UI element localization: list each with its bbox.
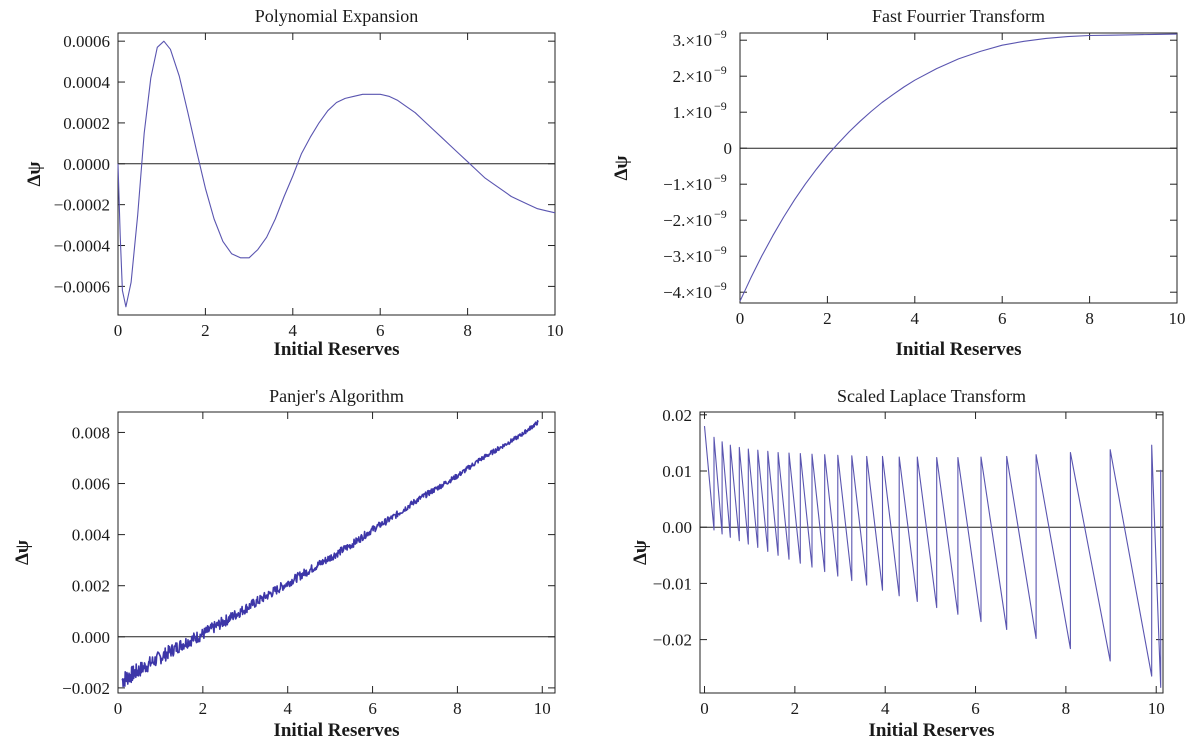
chart-panel-3: Panjer's Algorithm 0 2 4 6 8 10 −0.002 0.000 0.00… bbox=[12, 386, 556, 741]
y-tick-label: 0 bbox=[724, 139, 733, 158]
x-tick-label: 2 bbox=[199, 699, 208, 718]
chart-title: Scaled Laplace Transform bbox=[837, 386, 1026, 406]
x-tick-label: 8 bbox=[1062, 699, 1071, 718]
y-tick-exponent: −9 bbox=[714, 171, 727, 185]
x-axis-label: Initial Reserves bbox=[273, 339, 399, 360]
y-tick-label: 0.002 bbox=[72, 577, 110, 596]
y-tick-label: −4.×10 bbox=[663, 283, 712, 302]
x-tick-label: 10 bbox=[547, 321, 564, 340]
y-tick-label: 2.×10 bbox=[673, 67, 712, 86]
series-line bbox=[121, 420, 539, 688]
x-tick-label: 6 bbox=[971, 699, 980, 718]
y-tick-exponent: −9 bbox=[714, 99, 727, 113]
chart-panel-4: Scaled Laplace Transform 0 2 4 6 8 10 −0.02 −0.0… bbox=[630, 386, 1165, 741]
x-tick-label: 6 bbox=[998, 309, 1007, 328]
x-axis-label: Initial Reserves bbox=[895, 339, 1021, 360]
y-tick-label: 0.0006 bbox=[63, 32, 110, 51]
y-tick-label: −0.0002 bbox=[54, 196, 110, 215]
series-line bbox=[117, 40, 556, 308]
y-tick-label: 0.000 bbox=[72, 628, 110, 647]
x-tick-label: 10 bbox=[1148, 699, 1165, 718]
x-tick-label: 8 bbox=[453, 699, 462, 718]
plot-frame bbox=[117, 411, 556, 694]
y-tick-label: 0.0004 bbox=[63, 73, 110, 92]
y-tick-label: −1.×10 bbox=[663, 175, 712, 194]
x-tick-label: 10 bbox=[1169, 309, 1186, 328]
x-tick-label: 6 bbox=[376, 321, 385, 340]
chart-title: Panjer's Algorithm bbox=[269, 386, 404, 406]
y-axis-label: Δψ bbox=[611, 156, 632, 181]
x-axis-label: Initial Reserves bbox=[868, 720, 994, 741]
y-tick-label: −0.0004 bbox=[54, 237, 111, 256]
x-tick-label: 2 bbox=[791, 699, 800, 718]
x-tick-label: 4 bbox=[881, 699, 890, 718]
y-tick-exponent: −9 bbox=[714, 279, 727, 293]
y-tick-label: 0.0000 bbox=[63, 155, 110, 174]
y-tick-exponent: −9 bbox=[714, 243, 727, 257]
x-tick-label: 4 bbox=[289, 321, 298, 340]
plot-frame bbox=[739, 32, 1178, 304]
y-tick-label: 0.0002 bbox=[63, 114, 110, 133]
y-axis-label: Δψ bbox=[12, 540, 33, 565]
x-tick-label: 4 bbox=[283, 699, 292, 718]
chart-title: Polynomial Expansion bbox=[255, 6, 419, 26]
series-line bbox=[703, 426, 1162, 688]
y-tick-label: 0.01 bbox=[662, 462, 692, 481]
x-tick-label: 2 bbox=[823, 309, 832, 328]
y-tick-exponent: −9 bbox=[714, 207, 727, 221]
y-tick-label: −0.0006 bbox=[54, 277, 110, 296]
x-tick-label: 2 bbox=[201, 321, 210, 340]
y-tick-label: 0.008 bbox=[72, 423, 110, 442]
x-tick-label: 4 bbox=[911, 309, 920, 328]
y-tick-label: 1.×10 bbox=[673, 103, 712, 122]
y-tick-exponent: −9 bbox=[714, 27, 727, 41]
y-tick-label: 0.004 bbox=[72, 526, 111, 545]
x-tick-label: 0 bbox=[736, 309, 745, 328]
plot-frame bbox=[699, 411, 1164, 694]
y-tick-label: −0.01 bbox=[653, 574, 692, 593]
x-tick-label: 8 bbox=[463, 321, 472, 340]
chart-panel-1: Polynomial Expansion 0 2 4 6 8 10 −0.0006 −0.000… bbox=[24, 6, 564, 360]
y-tick-label: −2.×10 bbox=[663, 211, 712, 230]
x-tick-label: 10 bbox=[534, 699, 551, 718]
y-tick-label: −0.002 bbox=[62, 679, 110, 698]
plot-frame bbox=[117, 32, 556, 316]
y-axis-label: Δψ bbox=[630, 540, 651, 565]
x-tick-label: 0 bbox=[114, 321, 123, 340]
y-tick-exponent: −9 bbox=[714, 63, 727, 77]
y-tick-label: 0.006 bbox=[72, 475, 110, 494]
x-tick-label: 0 bbox=[700, 699, 709, 718]
x-axis-label: Initial Reserves bbox=[273, 720, 399, 741]
x-tick-label: 8 bbox=[1085, 309, 1094, 328]
y-tick-label: −0.02 bbox=[653, 631, 692, 650]
x-tick-label: 0 bbox=[114, 699, 123, 718]
x-tick-label: 6 bbox=[368, 699, 377, 718]
y-axis-label: Δψ bbox=[24, 162, 45, 187]
y-tick-label: 3.×10 bbox=[673, 31, 712, 50]
y-tick-label: 0.00 bbox=[662, 518, 692, 537]
y-tick-label: 0.02 bbox=[662, 406, 692, 425]
chart-title: Fast Fourrier Transform bbox=[872, 6, 1045, 26]
series-line bbox=[739, 33, 1178, 302]
y-tick-label: −3.×10 bbox=[663, 247, 712, 266]
